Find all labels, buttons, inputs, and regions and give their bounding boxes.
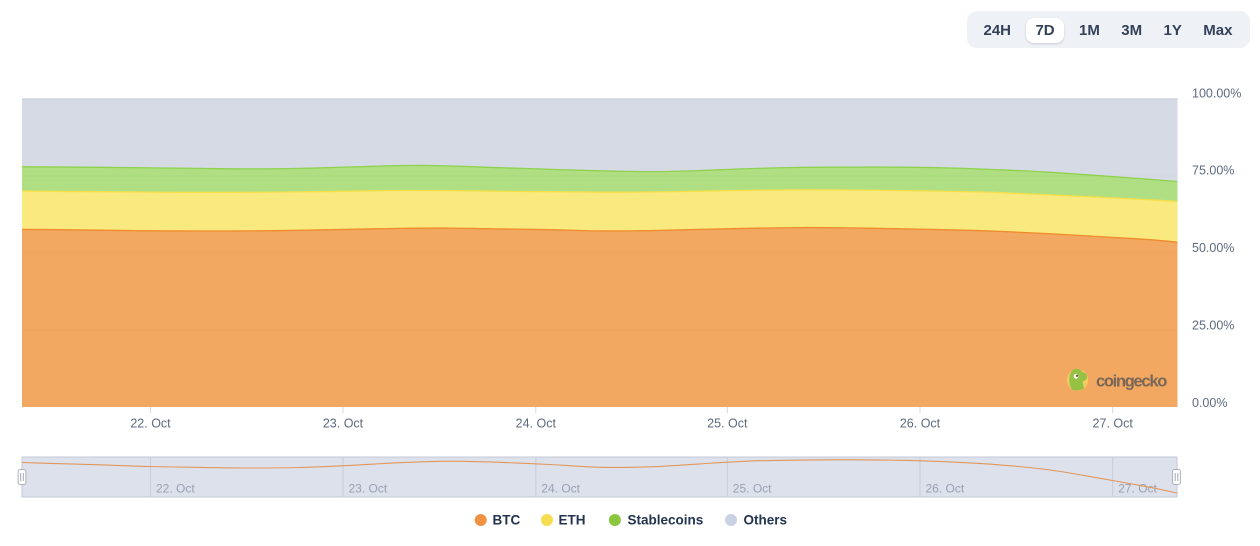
svg-text:25.00%: 25.00% xyxy=(1192,319,1234,333)
svg-text:coingecko: coingecko xyxy=(1096,373,1167,391)
svg-text:25. Oct: 25. Oct xyxy=(707,417,748,431)
svg-text:0.00%: 0.00% xyxy=(1192,396,1227,410)
svg-text:50.00%: 50.00% xyxy=(1192,241,1234,255)
svg-text:27. Oct: 27. Oct xyxy=(1093,417,1134,431)
svg-text:23. Oct: 23. Oct xyxy=(349,482,388,496)
svg-text:BTC: BTC xyxy=(493,513,521,528)
svg-text:75.00%: 75.00% xyxy=(1192,164,1234,178)
svg-text:25. Oct: 25. Oct xyxy=(733,482,772,496)
svg-text:27. Oct: 27. Oct xyxy=(1118,482,1157,496)
svg-text:22. Oct: 22. Oct xyxy=(156,482,195,496)
svg-text:Others: Others xyxy=(744,513,788,528)
svg-text:26. Oct: 26. Oct xyxy=(900,417,941,431)
svg-text:ETH: ETH xyxy=(559,513,586,528)
svg-text:24. Oct: 24. Oct xyxy=(516,417,557,431)
svg-text:Stablecoins: Stablecoins xyxy=(628,513,704,528)
svg-text:100.00%: 100.00% xyxy=(1192,87,1241,101)
svg-text:26. Oct: 26. Oct xyxy=(926,482,965,496)
svg-text:24. Oct: 24. Oct xyxy=(541,482,580,496)
svg-text:23. Oct: 23. Oct xyxy=(323,417,364,431)
svg-text:22. Oct: 22. Oct xyxy=(130,417,171,431)
